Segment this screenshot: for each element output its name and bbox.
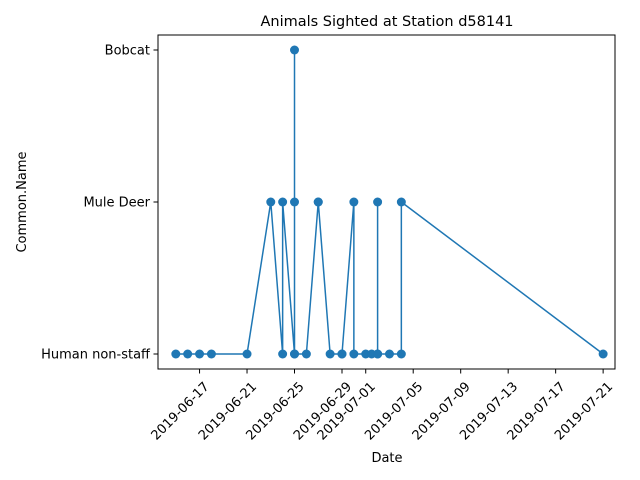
data-point <box>313 197 323 207</box>
x-axis-label: Date <box>371 451 402 466</box>
data-point <box>206 349 216 359</box>
data-point <box>349 349 359 359</box>
data-point <box>598 349 608 359</box>
data-point <box>266 197 276 207</box>
y-tick-label: Bobcat <box>105 44 150 59</box>
plot-area <box>171 45 608 359</box>
data-point <box>337 349 347 359</box>
data-point <box>171 349 181 359</box>
data-point <box>290 349 300 359</box>
y-axis-ticks: Human non-staff Mule Deer Bobcat <box>41 44 158 363</box>
data-point <box>301 349 311 359</box>
data-point <box>183 349 193 359</box>
data-point <box>384 349 394 359</box>
data-point <box>290 45 300 55</box>
data-point <box>373 197 383 207</box>
data-point <box>278 197 288 207</box>
data-point <box>349 197 359 207</box>
data-point <box>242 349 252 359</box>
data-point <box>396 349 406 359</box>
y-axis-label: Common.Name <box>15 151 30 252</box>
data-point <box>290 197 300 207</box>
chart-title: Animals Sighted at Station d58141 <box>260 14 513 30</box>
data-point <box>373 349 383 359</box>
data-point <box>396 197 406 207</box>
y-tick-label: Mule Deer <box>83 196 150 211</box>
data-point <box>195 349 205 359</box>
y-tick-label: Human non-staff <box>41 348 151 363</box>
data-point <box>278 349 288 359</box>
data-point <box>325 349 335 359</box>
